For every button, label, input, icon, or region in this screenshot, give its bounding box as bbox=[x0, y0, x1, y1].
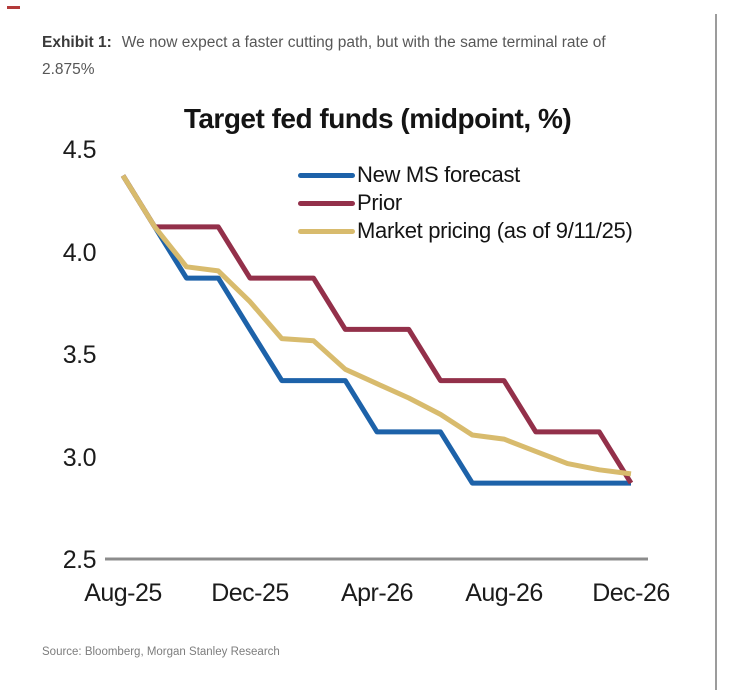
series-line-market-pricing-as-of-9-11-25 bbox=[120, 174, 632, 477]
y-tick-label: 3.0 bbox=[62, 443, 97, 472]
red-annotation-mark bbox=[7, 6, 20, 9]
exhibit-header: Exhibit 1: We now expect a faster cutting… bbox=[42, 29, 642, 83]
page-column-divider bbox=[715, 14, 717, 690]
y-tick-label: 3.5 bbox=[62, 341, 97, 369]
x-tick-label: Dec-26 bbox=[592, 579, 670, 607]
x-tick-label: Aug-25 bbox=[84, 579, 162, 607]
legend-swatch-line bbox=[298, 228, 355, 234]
legend-item: Market pricing (as of 9/11/25) bbox=[298, 217, 633, 245]
series-line-prior bbox=[120, 174, 634, 485]
legend-label: Prior bbox=[357, 190, 402, 215]
y-tick-label: 2.5 bbox=[62, 546, 97, 574]
legend-label: Market pricing (as of 9/11/25) bbox=[357, 218, 633, 243]
y-tick-label: 4.0 bbox=[62, 238, 97, 267]
legend-swatch-line bbox=[298, 172, 355, 178]
chart-title: Target fed funds (midpoint, %) bbox=[183, 103, 572, 134]
chart-legend: New MS forecast Prior Market pricing (as o… bbox=[298, 161, 633, 245]
series-line-new-ms-forecast bbox=[120, 174, 631, 486]
y-tick-label: 4.5 bbox=[62, 136, 97, 164]
legend-swatch-line bbox=[298, 200, 355, 206]
series-lines bbox=[120, 174, 634, 486]
exhibit-number-label: Exhibit 1: bbox=[42, 34, 112, 51]
legend-item: New MS forecast bbox=[298, 161, 633, 189]
legend-label: New MS forecast bbox=[357, 162, 520, 187]
exhibit-caption: We now expect a faster cutting path, but… bbox=[42, 34, 606, 78]
x-tick-label: Apr-26 bbox=[340, 579, 414, 607]
x-tick-label: Dec-25 bbox=[211, 579, 289, 607]
source-attribution: Source: Bloomberg, Morgan Stanley Resear… bbox=[42, 646, 280, 658]
legend-item: Prior bbox=[298, 189, 633, 217]
x-tick-label: Aug-26 bbox=[465, 579, 543, 607]
